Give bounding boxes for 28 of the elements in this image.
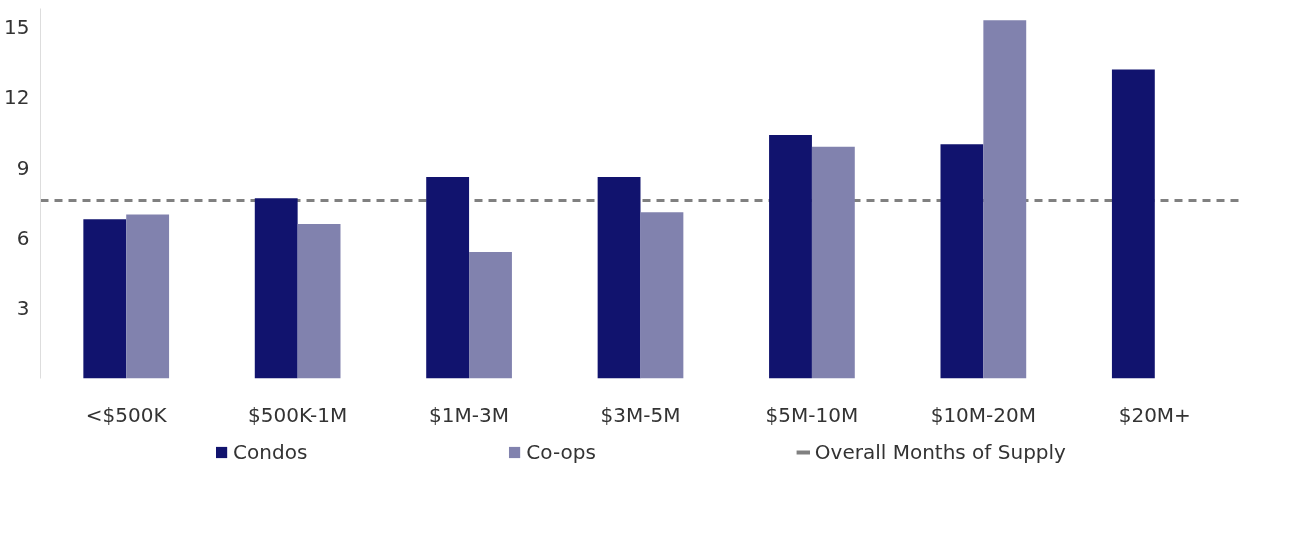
bar xyxy=(469,252,512,379)
x-tick-label: $10M-20M xyxy=(930,402,1037,427)
legend-label: Overall Months of Supply xyxy=(814,439,1066,464)
y-tick-label: 15 xyxy=(4,15,30,40)
bar xyxy=(83,219,127,379)
y-tick-label: 12 xyxy=(4,85,30,110)
bar xyxy=(426,177,470,379)
bar xyxy=(297,223,341,379)
legend-label: Condos xyxy=(233,439,308,464)
bar xyxy=(640,212,684,379)
bar xyxy=(983,20,1027,379)
bar xyxy=(811,146,855,379)
x-tick-label: <$500K xyxy=(85,402,168,427)
x-tick-label: $1M-3M xyxy=(429,402,510,427)
x-tick-label: $5M-10M xyxy=(765,402,859,427)
bar xyxy=(1111,69,1155,379)
bar xyxy=(126,214,170,379)
bar xyxy=(769,134,812,379)
x-tick-label: $500K-1M xyxy=(248,402,348,427)
y-tick-label: 3 xyxy=(16,296,30,321)
bar xyxy=(597,177,641,379)
x-tick-label: $3M-5M xyxy=(600,402,681,427)
bar xyxy=(254,198,298,379)
y-tick-label: 6 xyxy=(16,225,30,250)
bar xyxy=(940,144,984,379)
x-tick-label: $20M+ xyxy=(1118,402,1191,427)
y-tick-label: 9 xyxy=(16,155,30,180)
legend-label: Co-ops xyxy=(526,439,596,464)
